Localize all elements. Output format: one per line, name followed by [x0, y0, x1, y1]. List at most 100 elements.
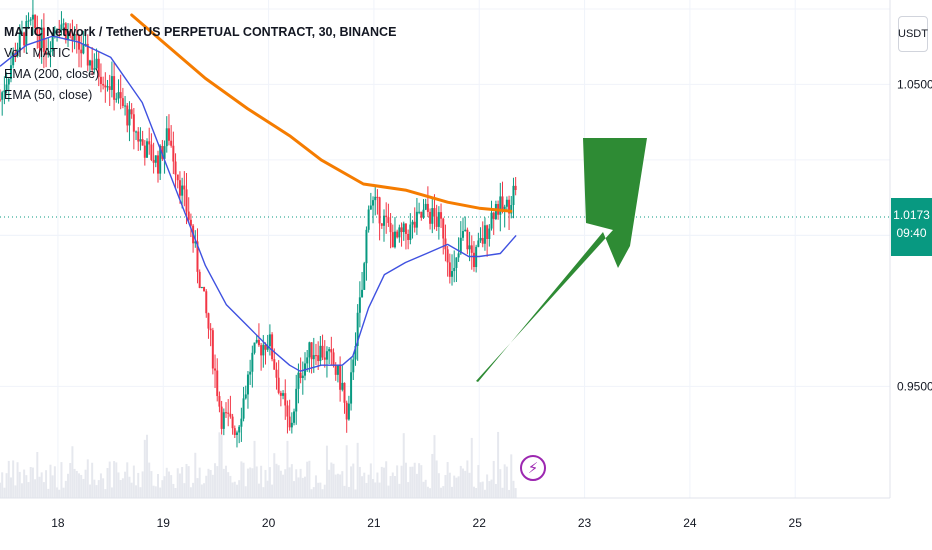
candle-body: [106, 86, 109, 88]
candle-body: [325, 351, 328, 360]
indicator-ema-200[interactable]: EMA (200, close): [4, 67, 100, 81]
volume-bar: [117, 472, 120, 498]
candle-body: [376, 196, 379, 198]
candle-body: [170, 140, 173, 146]
volume-bar: [339, 474, 342, 498]
volume-bar: [132, 465, 135, 498]
volume-bar: [481, 481, 484, 498]
candle-body: [444, 238, 447, 250]
candle-body: [137, 131, 140, 142]
volume-bar: [218, 432, 221, 498]
candle-body: [284, 393, 287, 406]
volume-bar: [415, 473, 418, 498]
candle-body: [369, 205, 372, 210]
volume-bar: [3, 487, 6, 498]
candle-body: [472, 252, 475, 268]
candle-body: [75, 33, 78, 36]
candle-body: [301, 375, 304, 379]
volume-bar: [466, 460, 469, 498]
candle-body: [233, 428, 236, 435]
candle-body: [350, 372, 353, 404]
candle-body: [481, 237, 484, 244]
volume-bar: [426, 486, 429, 498]
volume-bar: [510, 454, 513, 498]
volume-bar: [150, 471, 153, 498]
candle-body: [510, 205, 513, 214]
volume-bar: [251, 468, 254, 498]
volume-bar: [475, 488, 478, 498]
time-tick-label: 18: [51, 516, 65, 530]
volume-bar: [486, 474, 489, 498]
candle-body: [457, 253, 460, 258]
volume-bar: [139, 487, 142, 498]
volume-bar: [437, 473, 440, 498]
volume-bar: [459, 465, 462, 498]
volume-bar: [468, 472, 471, 498]
candle-body: [172, 145, 175, 162]
candle-body: [440, 212, 443, 219]
candle-body: [312, 355, 315, 360]
volume-bar: [396, 465, 399, 498]
candle-body: [229, 413, 232, 417]
time-tick-label: 23: [578, 516, 592, 530]
candle-body: [297, 372, 300, 389]
candle-body: [108, 86, 111, 90]
chart-grid: [0, 0, 890, 498]
volume-bar: [225, 465, 228, 498]
volume-bar: [80, 474, 83, 498]
candle-body: [347, 403, 350, 420]
volume-bar: [108, 461, 111, 498]
volume-bar: [135, 485, 138, 498]
candle-body: [409, 224, 412, 240]
candle-body: [372, 200, 375, 206]
candle-body: [244, 394, 247, 399]
candle-body: [365, 229, 368, 264]
volume-bar: [249, 467, 252, 498]
volume-bar: [110, 487, 113, 498]
candle-body: [367, 209, 370, 230]
candle-body: [146, 141, 149, 158]
volume-bar: [369, 463, 372, 498]
indicator-ema-50[interactable]: EMA (50, close): [4, 88, 93, 102]
volume-bar: [64, 480, 67, 498]
candle-body: [391, 232, 394, 248]
volume-bar: [260, 465, 263, 498]
volume-bar: [86, 459, 89, 498]
volume-bar: [479, 482, 482, 498]
volume-bar: [36, 451, 39, 498]
candle-body: [404, 223, 407, 234]
candle-body: [93, 68, 96, 70]
volume-bar: [47, 488, 50, 498]
candle-body: [446, 249, 449, 263]
candle-body: [67, 31, 70, 41]
symbol-title[interactable]: MATIC Network / TetherUS PERPETUAL CONTR…: [4, 25, 397, 39]
candle-body: [415, 211, 418, 228]
candle-body: [435, 216, 438, 227]
candle-body: [451, 271, 454, 277]
volume-bar: [242, 462, 245, 498]
currency-unit-button[interactable]: USDT: [898, 16, 928, 52]
candle-body: [271, 334, 274, 360]
volume-bar: [514, 488, 517, 498]
lightning-icon[interactable]: ⚡: [520, 455, 546, 481]
volume-bar: [314, 475, 317, 498]
volume-bar: [411, 466, 414, 498]
volume-bar: [321, 489, 324, 498]
indicator-volume[interactable]: Vol · MATIC: [4, 46, 71, 60]
volume-bar: [45, 470, 48, 498]
volume-bar: [104, 489, 107, 498]
volume-bar: [363, 472, 366, 498]
volume-bar: [203, 483, 206, 498]
volume-bar: [330, 462, 333, 498]
volume-bar: [49, 464, 52, 498]
volume-bar: [82, 478, 85, 498]
volume-bar: [264, 469, 267, 498]
volume-bar: [490, 479, 493, 498]
volume-bar: [325, 445, 328, 498]
volume-bar: [451, 486, 454, 498]
volume-bar: [231, 482, 234, 498]
volume-bar: [34, 479, 37, 498]
volume-bar: [196, 478, 199, 498]
volume-bar: [56, 487, 59, 498]
volume-bar: [404, 462, 407, 498]
